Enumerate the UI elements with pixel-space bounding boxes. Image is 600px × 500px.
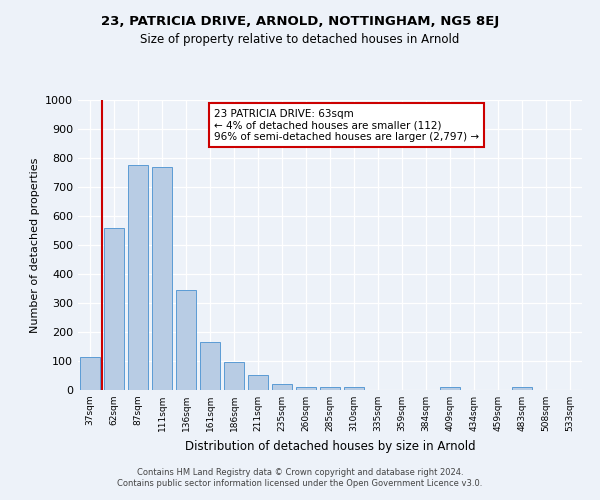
Bar (224, 362, 244, 390)
Text: 23 PATRICIA DRIVE: 63sqm
← 4% of detached houses are smaller (112)
96% of semi-d: 23 PATRICIA DRIVE: 63sqm ← 4% of detache… (214, 108, 479, 142)
Bar (344, 387, 364, 390)
Text: Contains HM Land Registry data © Crown copyright and database right 2024.
Contai: Contains HM Land Registry data © Crown c… (118, 468, 482, 487)
Bar (248, 375, 268, 390)
Text: Size of property relative to detached houses in Arnold: Size of property relative to detached ho… (140, 32, 460, 46)
Bar (80, 356, 100, 390)
Bar (152, 166, 172, 390)
Bar (320, 386, 340, 390)
Bar (272, 384, 292, 390)
Bar (104, 228, 124, 390)
Bar (200, 342, 220, 390)
Text: 23, PATRICIA DRIVE, ARNOLD, NOTTINGHAM, NG5 8EJ: 23, PATRICIA DRIVE, ARNOLD, NOTTINGHAM, … (101, 15, 499, 28)
Bar (176, 290, 196, 390)
Bar (440, 386, 460, 390)
Y-axis label: Number of detached properties: Number of detached properties (29, 158, 40, 332)
Bar (296, 386, 316, 390)
X-axis label: Distribution of detached houses by size in Arnold: Distribution of detached houses by size … (185, 440, 475, 452)
Bar (512, 386, 532, 390)
Bar (128, 166, 148, 390)
